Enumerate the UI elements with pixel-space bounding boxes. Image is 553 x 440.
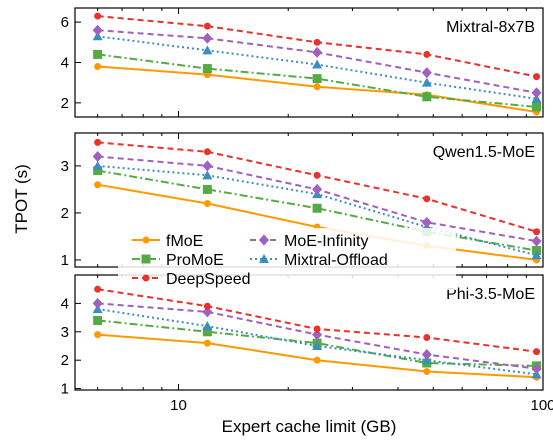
y-axis-title: TPOT (s) (12, 164, 31, 234)
legend-label-moe-infinity: MoE-Infinity (284, 233, 368, 250)
legend-background (118, 228, 456, 290)
panel-mixtral-8x7b-series-promoe-point (93, 49, 103, 59)
panel-mixtral-8x7b-series-deepspeed-point (313, 38, 321, 46)
panel-mixtral-8x7b-series-moe-infinity-point (421, 67, 432, 79)
panel-mixtral-8x7b-series-mixtral-offload-point (421, 77, 432, 87)
panel-mixtral-8x7b-series-moe-infinity-point (312, 46, 323, 58)
panel-mixtral-8x7b-series-deepspeed-point (423, 50, 431, 58)
legend-marker-fmoe (142, 236, 150, 244)
legend-label-promoe: ProMoE (166, 252, 224, 269)
panel-mixtral-8x7b-series-moe-infinity-point (531, 87, 542, 99)
legend-marker-mixtral-offload (259, 254, 269, 263)
panel-phi-3-5-moe-y-tick-label: 1 (61, 381, 69, 398)
panel-qwen1-5-moe-y-tick-label: 1 (61, 252, 69, 269)
panel-mixtral-8x7b-series-mixtral-offload-point (531, 93, 542, 103)
panel-phi-3-5-moe-series-deepspeed-point (203, 302, 211, 310)
panel-qwen1-5-moe-series-promoe-point (202, 184, 212, 194)
panel-qwen1-5-moe-series-mixtral-offload-point (531, 250, 542, 260)
panel-phi-3-5-moe-series-moe-infinity-point (421, 349, 432, 361)
panel-mixtral-8x7b-series-moe-infinity-point (92, 24, 103, 36)
panel-mixtral-8x7b-series-promoe-point (422, 92, 432, 102)
panel-qwen1-5-moe-series-mixtral-offload-point (202, 170, 213, 180)
panel-qwen1-5-moe-series-promoe-line (97, 169, 537, 252)
panel-phi-3-5-moe-series-fmoe-point (203, 339, 211, 347)
panel-phi-3-5-moe-series-fmoe-point (423, 368, 431, 376)
panel-mixtral-8x7b-series-moe-infinity-point (202, 32, 213, 44)
panel-phi-3-5-moe-series-deepspeed-point (423, 333, 431, 341)
panel-qwen1-5-moe-series-deepspeed-point (313, 171, 321, 179)
panel-mixtral-8x7b-series-mixtral-offload-point (92, 31, 103, 41)
panel-phi-3-5-moe-y-tick-label: 3 (61, 324, 69, 341)
legend-label-deepspeed: DeepSpeed (166, 271, 251, 288)
panel-mixtral-8x7b-series-mixtral-offload-point (202, 45, 213, 55)
panel-mixtral-8x7b-y-tick-label: 6 (61, 14, 69, 31)
panel-phi-3-5-moe-series-moe-infinity-point (92, 297, 103, 309)
panel-qwen1-5-moe-series-deepspeed-point (94, 138, 102, 146)
panel-phi-3-5-moe-title: Phi-3.5-MoE (446, 286, 535, 303)
panel-phi-3-5-moe-series-deepspeed-point (94, 285, 102, 293)
legend-marker-promoe (141, 254, 151, 264)
legend-marker-moe-infinity (259, 234, 269, 246)
panel-qwen1-5-moe-series-promoe-point (312, 203, 322, 213)
panel-mixtral-8x7b-series-fmoe-point (313, 83, 321, 91)
panel-qwen1-5-moe-series-deepspeed-point (533, 228, 541, 236)
panel-phi-3-5-moe-series-deepspeed-point (533, 348, 541, 356)
panel-qwen1-5-moe-series-fmoe-point (94, 181, 102, 189)
x-axis-title: Expert cache limit (GB) (222, 417, 397, 436)
panel-mixtral-8x7b-series-promoe-point (312, 74, 322, 84)
panel-mixtral-8x7b-series-promoe-point (202, 64, 212, 74)
panel-mixtral-8x7b-series-promoe-point (532, 102, 542, 112)
panel-qwen1-5-moe-series-moe-infinity-point (202, 160, 213, 172)
panel-qwen1-5-moe-series-moe-infinity-point (531, 235, 542, 247)
panel-phi-3-5-moe-series-fmoe-point (313, 356, 321, 364)
panel-qwen1-5-moe-series-moe-infinity-point (421, 216, 432, 228)
panel-phi-3-5-moe-y-tick-label: 2 (61, 352, 69, 369)
panel-phi-3-5-moe-series-promoe-point (93, 315, 103, 325)
panel-mixtral-8x7b-y-tick-label: 4 (61, 55, 69, 72)
panel-qwen1-5-moe-y-tick-label: 3 (61, 158, 69, 175)
panel-phi-3-5-moe-series-mixtral-offload-point (202, 321, 213, 331)
panel-mixtral-8x7b-y-tick-label: 2 (61, 95, 69, 112)
panel-qwen1-5-moe-series-deepspeed-point (203, 148, 211, 156)
panel-mixtral-8x7b-series-deepspeed-point (533, 73, 541, 81)
panel-mixtral-8x7b-series-fmoe-point (94, 63, 102, 71)
panel-phi-3-5-moe-series-moe-infinity-point (312, 329, 323, 341)
panel-phi-3-5-moe-series-promoe-point (202, 327, 212, 337)
panel-phi-3-5-moe-series-moe-infinity-point (202, 306, 213, 318)
panel-phi-3-5-moe-series-fmoe-point (94, 331, 102, 339)
panel-qwen1-5-moe-series-deepspeed-point (423, 195, 431, 203)
x-tick-label: 100 (530, 397, 553, 414)
panel-phi-3-5-moe-series-deepspeed-point (313, 325, 321, 333)
legend-label-mixtral-offload: Mixtral-Offload (284, 252, 388, 269)
panel-qwen1-5-moe-series-fmoe-point (203, 200, 211, 208)
panel-qwen1-5-moe-y-tick-label: 2 (61, 205, 69, 222)
panel-mixtral-8x7b-title: Mixtral-8x7B (446, 19, 535, 36)
x-tick-label: 10 (170, 397, 187, 414)
panel-qwen1-5-moe-series-moe-infinity-point (312, 183, 323, 195)
panel-qwen1-5-moe-series-moe-infinity-point (92, 151, 103, 163)
panel-mixtral-8x7b-series-mixtral-offload-point (312, 59, 323, 69)
legend-label-fmoe: fMoE (166, 233, 203, 250)
panel-phi-3-5-moe-series-mixtral-offload-point (312, 340, 323, 350)
panel-phi-3-5-moe-series-moe-infinity-point (531, 363, 542, 375)
panel-mixtral-8x7b-series-deepspeed-point (203, 22, 211, 30)
panel-qwen1-5-moe-series-promoe-point (93, 166, 103, 176)
panel-qwen1-5-moe-title: Qwen1.5-MoE (433, 144, 535, 161)
panel-phi-3-5-moe-y-tick-label: 4 (61, 295, 69, 312)
panel-qwen1-5-moe-series-mixtral-offload-point (92, 160, 103, 170)
legend-marker-deepspeed (142, 274, 150, 282)
panel-mixtral-8x7b-series-deepspeed-point (94, 12, 102, 20)
